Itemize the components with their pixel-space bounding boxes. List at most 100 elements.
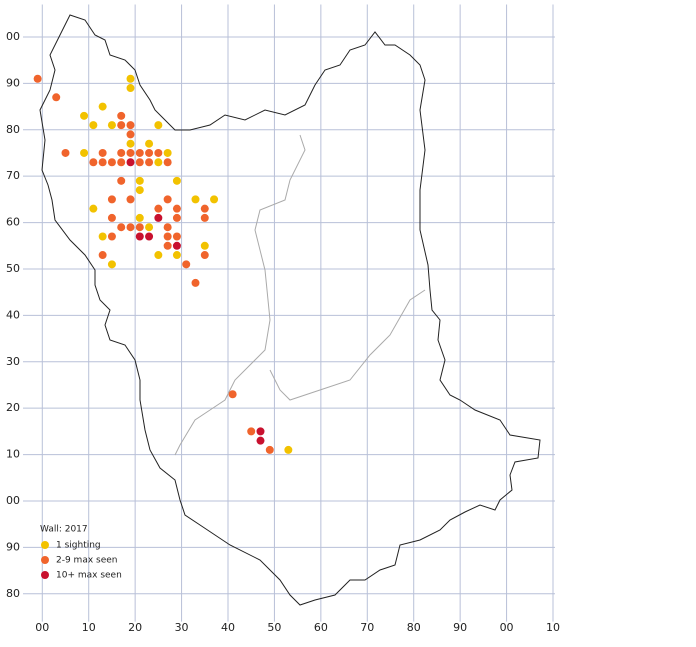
sighting-dot (163, 223, 172, 232)
sighting-dot (145, 223, 154, 232)
sighting-dot (228, 390, 237, 399)
sighting-dot (117, 121, 126, 130)
sighting-dot (191, 278, 200, 287)
sighting-dot (107, 213, 116, 222)
sighting-dot (265, 445, 274, 454)
x-tick-label: 90 (453, 621, 467, 634)
sighting-dot (89, 121, 98, 130)
sighting-dot (89, 204, 98, 213)
y-tick-label: 80 (6, 587, 20, 600)
sighting-dot (135, 158, 144, 167)
sighting-dot (182, 260, 191, 269)
sighting-dot (80, 111, 89, 120)
x-tick-label: 60 (314, 621, 328, 634)
sighting-dot (117, 148, 126, 157)
sighting-dot (163, 158, 172, 167)
sighting-dot (126, 148, 135, 157)
sighting-dot (172, 204, 181, 213)
y-tick-label: 30 (6, 355, 20, 368)
sighting-dot (172, 251, 181, 260)
y-tick-label: 00 (6, 30, 20, 43)
sighting-dot (256, 436, 265, 445)
sighting-dot (117, 111, 126, 120)
sighting-dot (135, 223, 144, 232)
sighting-dot (98, 251, 107, 260)
y-tick-label: 70 (6, 169, 20, 182)
sighting-dot (247, 427, 256, 436)
sighting-dot (126, 195, 135, 204)
x-tick-label: 70 (360, 621, 374, 634)
sighting-dot (145, 139, 154, 148)
sighting-dot (172, 232, 181, 241)
legend-marker (41, 556, 49, 564)
sighting-dot (98, 102, 107, 111)
sighting-dot (200, 241, 209, 250)
sighting-dot (126, 130, 135, 139)
sighting-dot (191, 195, 200, 204)
sighting-dot (163, 195, 172, 204)
sighting-dot (107, 121, 116, 130)
x-tick-label: 50 (267, 621, 281, 634)
x-tick-label: 30 (175, 621, 189, 634)
legend-label: 10+ max seen (56, 571, 122, 581)
county-boundary (39, 14, 541, 606)
y-tick-label: 80 (6, 123, 20, 136)
sighting-dot (107, 195, 116, 204)
y-tick-label: 90 (6, 540, 20, 553)
x-tick-label: 10 (546, 621, 560, 634)
y-tick-label: 20 (6, 401, 20, 414)
sighting-dot (107, 260, 116, 269)
sighting-dot (135, 148, 144, 157)
sighting-dot (154, 251, 163, 260)
sighting-dot (98, 148, 107, 157)
sighting-dot (154, 148, 163, 157)
y-tick-label: 60 (6, 216, 20, 229)
sighting-dot (107, 232, 116, 241)
sighting-dot (126, 139, 135, 148)
x-tick-label: 40 (221, 621, 235, 634)
x-tick-label: 10 (82, 621, 96, 634)
district-boundary (174, 134, 306, 456)
sighting-dot (61, 148, 70, 157)
y-tick-label: 40 (6, 308, 20, 321)
sighting-dot (200, 213, 209, 222)
y-tick-label: 90 (6, 76, 20, 89)
sighting-dot (145, 158, 154, 167)
sighting-dot (145, 148, 154, 157)
sighting-dot (163, 241, 172, 250)
sighting-dot (98, 232, 107, 241)
legend-label: 2-9 max seen (56, 556, 118, 566)
sighting-dot (135, 232, 144, 241)
sighting-dot (154, 213, 163, 222)
y-tick-label: 50 (6, 262, 20, 275)
sighting-dot (135, 186, 144, 195)
sighting-dot (172, 176, 181, 185)
sighting-dot (154, 204, 163, 213)
sighting-dot (117, 223, 126, 232)
legend-marker (41, 571, 49, 579)
legend-title: Wall: 2017 (40, 525, 88, 535)
sighting-dot (89, 158, 98, 167)
sighting-dot (145, 232, 154, 241)
sighting-dot (126, 84, 135, 93)
district-boundary (269, 289, 426, 401)
sighting-dot (135, 213, 144, 222)
y-tick-label: 10 (6, 448, 20, 461)
x-tick-label: 80 (407, 621, 421, 634)
sighting-dot (154, 158, 163, 167)
sighting-dot (284, 445, 293, 454)
sighting-dot (256, 427, 265, 436)
x-tick-label: 00 (500, 621, 514, 634)
sighting-dot (172, 213, 181, 222)
sighting-dot (126, 158, 135, 167)
sighting-dot (98, 158, 107, 167)
y-tick-label: 00 (6, 494, 20, 507)
sighting-dot (126, 121, 135, 130)
legend-label: 1 sighting (56, 541, 101, 551)
sighting-dot (135, 176, 144, 185)
sighting-dot (200, 251, 209, 260)
sighting-dot (52, 93, 61, 102)
sighting-dot (117, 158, 126, 167)
sighting-dot (163, 232, 172, 241)
